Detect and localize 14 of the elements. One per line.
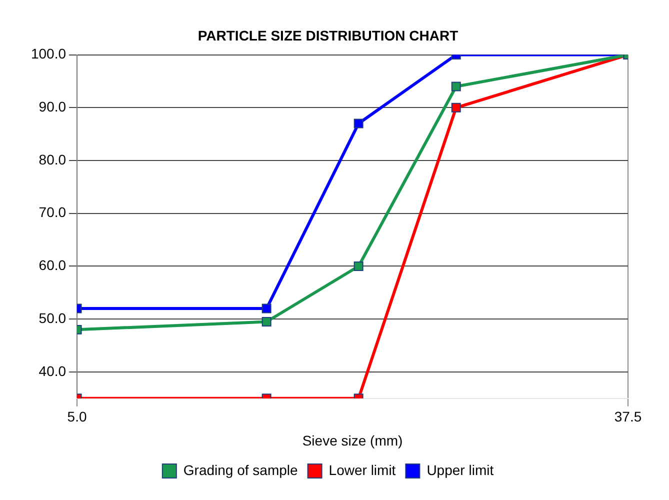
- y-tick-label: 70.0: [38, 204, 66, 220]
- legend-label: Grading of sample: [183, 462, 298, 478]
- x-tick-label: 5.0: [67, 408, 87, 425]
- x-axis-title: Sieve size (mm): [302, 432, 403, 448]
- y-tick-label: 40.0: [38, 362, 66, 379]
- y-tick-label: 80.0: [38, 151, 66, 168]
- legend-label: Lower limit: [328, 462, 396, 478]
- chart-title: PARTICLE SIZE DISTRIBUTION CHART: [198, 27, 459, 44]
- y-tick-label: 50.0: [38, 310, 66, 326]
- y-tick-label: 100.0: [30, 46, 66, 62]
- y-tick-label: 90.0: [38, 98, 66, 115]
- x-tick-label: 37.5: [614, 408, 642, 425]
- y-tick-label: 60.0: [38, 257, 66, 274]
- legend-label: Upper limit: [426, 462, 494, 478]
